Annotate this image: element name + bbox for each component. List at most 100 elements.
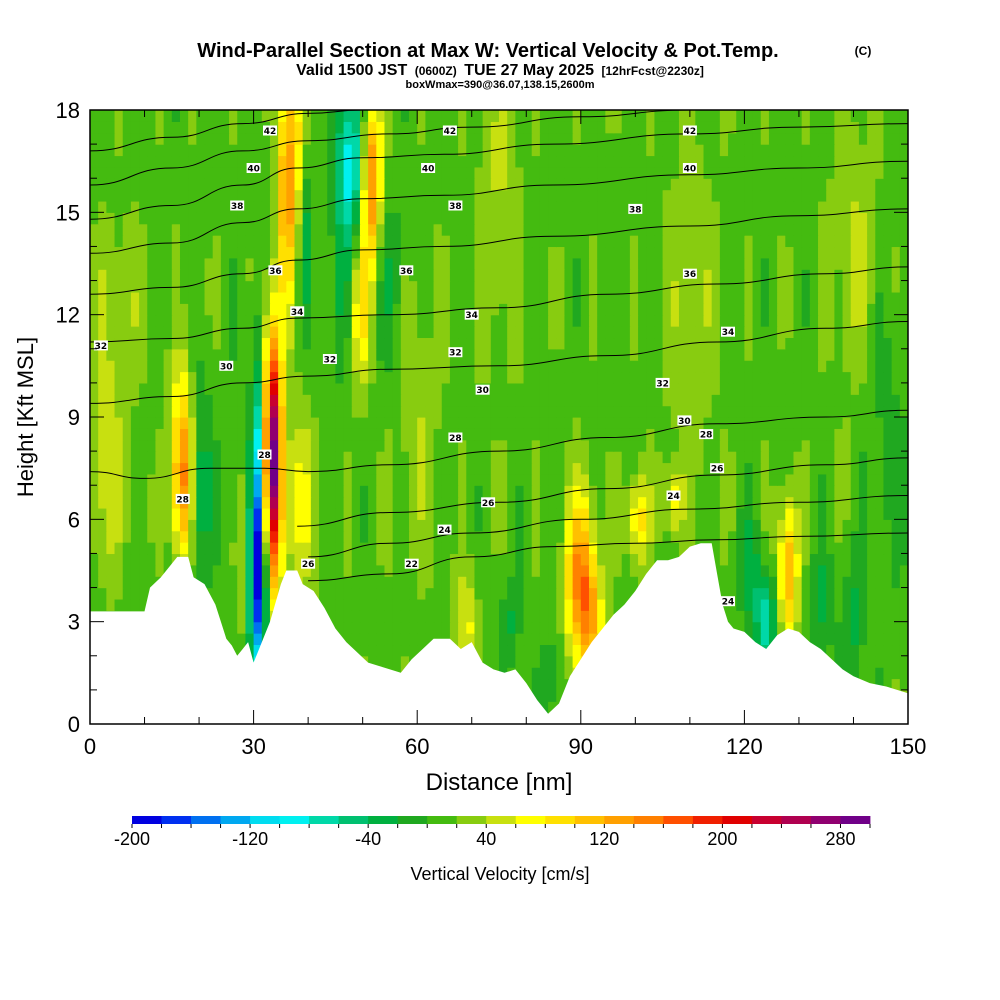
velocity-cell bbox=[196, 178, 206, 191]
velocity-cell bbox=[588, 473, 598, 486]
velocity-cell bbox=[539, 678, 549, 691]
velocity-cell bbox=[736, 200, 745, 213]
velocity-cell bbox=[883, 542, 893, 555]
velocity-cell bbox=[703, 507, 713, 520]
velocity-cell bbox=[188, 507, 197, 520]
velocity-cell bbox=[711, 280, 721, 293]
velocity-cell bbox=[793, 155, 803, 168]
velocity-cell bbox=[310, 451, 320, 464]
velocity-cell bbox=[139, 155, 148, 168]
velocity-cell bbox=[409, 348, 418, 361]
velocity-cell bbox=[474, 314, 484, 327]
velocity-cell bbox=[867, 667, 876, 680]
velocity-cell bbox=[196, 269, 206, 282]
velocity-cell bbox=[90, 598, 99, 611]
velocity-cell bbox=[801, 360, 811, 373]
velocity-cell bbox=[523, 337, 533, 350]
velocity-cell bbox=[130, 235, 140, 248]
velocity-cell bbox=[269, 451, 279, 464]
velocity-cell bbox=[539, 291, 549, 304]
velocity-cell bbox=[433, 212, 443, 225]
velocity-cell bbox=[335, 303, 345, 316]
velocity-cell bbox=[531, 655, 541, 668]
velocity-cell bbox=[278, 326, 287, 339]
velocity-cell bbox=[703, 280, 713, 293]
velocity-cell bbox=[752, 269, 762, 282]
velocity-cell bbox=[368, 417, 377, 429]
velocity-cell bbox=[376, 314, 386, 327]
velocity-cell bbox=[507, 246, 516, 259]
velocity-cell bbox=[580, 405, 590, 418]
velocity-cell bbox=[826, 269, 835, 282]
velocity-cell bbox=[212, 576, 222, 589]
velocity-cell bbox=[711, 371, 721, 384]
velocity-cell bbox=[417, 576, 426, 589]
velocity-cell bbox=[736, 155, 745, 168]
velocity-cell bbox=[425, 519, 435, 532]
velocity-cell bbox=[384, 439, 394, 452]
velocity-cell bbox=[548, 598, 557, 611]
velocity-cell bbox=[458, 405, 467, 418]
velocity-cell bbox=[760, 235, 770, 248]
velocity-cell bbox=[744, 553, 754, 566]
velocity-cell bbox=[196, 166, 206, 179]
velocity-cell bbox=[809, 212, 819, 225]
velocity-cell bbox=[597, 553, 606, 566]
velocity-cell bbox=[482, 553, 492, 566]
velocity-cell bbox=[130, 542, 140, 555]
velocity-cell bbox=[499, 155, 508, 168]
velocity-cell bbox=[114, 587, 124, 600]
velocity-cell bbox=[179, 155, 189, 168]
velocity-cell bbox=[400, 507, 410, 520]
velocity-cell bbox=[662, 200, 672, 213]
velocity-cell bbox=[376, 633, 386, 646]
velocity-cell bbox=[449, 598, 459, 611]
velocity-cell bbox=[319, 576, 328, 589]
velocity-cell bbox=[466, 462, 476, 475]
velocity-cell bbox=[466, 451, 476, 464]
velocity-cell bbox=[400, 235, 410, 248]
velocity-cell bbox=[580, 530, 590, 543]
velocity-cell bbox=[703, 257, 713, 270]
velocity-cell bbox=[736, 542, 745, 555]
velocity-cell bbox=[359, 235, 369, 248]
velocity-cell bbox=[548, 689, 557, 702]
velocity-cell bbox=[114, 382, 124, 395]
velocity-cell bbox=[588, 382, 598, 395]
velocity-cell bbox=[458, 598, 467, 611]
velocity-cell bbox=[376, 178, 386, 191]
velocity-cell bbox=[359, 382, 369, 395]
velocity-cell bbox=[351, 326, 361, 339]
velocity-cell bbox=[580, 496, 590, 509]
velocity-cell bbox=[114, 246, 124, 259]
velocity-cell bbox=[130, 371, 140, 384]
velocity-cell bbox=[711, 405, 721, 418]
velocity-cell bbox=[343, 587, 353, 600]
velocity-cell bbox=[572, 530, 582, 543]
velocity-cell bbox=[466, 598, 476, 611]
velocity-cell bbox=[351, 200, 361, 213]
velocity-cell bbox=[785, 451, 795, 464]
velocity-cell bbox=[261, 382, 271, 395]
velocity-cell bbox=[531, 610, 541, 623]
velocity-cell bbox=[335, 451, 345, 464]
velocity-cell bbox=[327, 519, 336, 532]
velocity-cell bbox=[875, 507, 885, 520]
velocity-cell bbox=[891, 564, 901, 577]
velocity-cell bbox=[220, 303, 230, 316]
velocity-cell bbox=[548, 314, 557, 327]
velocity-cell bbox=[654, 405, 664, 418]
velocity-cell bbox=[736, 553, 745, 566]
velocity-cell bbox=[384, 326, 394, 339]
velocity-cell bbox=[728, 405, 737, 418]
velocity-cell bbox=[891, 223, 901, 236]
velocity-cell bbox=[785, 587, 795, 600]
velocity-cell bbox=[294, 314, 304, 327]
velocity-cell bbox=[703, 178, 713, 191]
velocity-cell bbox=[678, 303, 688, 316]
velocity-cell bbox=[572, 496, 582, 509]
velocity-cell bbox=[793, 621, 803, 634]
velocity-cell bbox=[171, 337, 181, 350]
velocity-cell bbox=[196, 439, 206, 452]
velocity-cell bbox=[613, 314, 623, 327]
